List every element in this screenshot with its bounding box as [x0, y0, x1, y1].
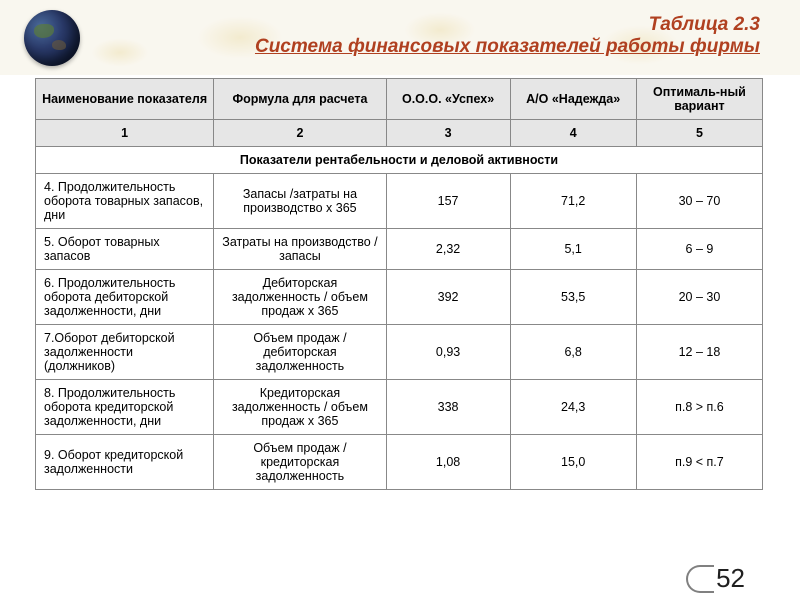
cell-name: 9. Оборот кредиторской задолженности — [36, 435, 214, 490]
cell-uspekh: 2,32 — [386, 229, 510, 270]
slide: Таблица 2.3 Система финансовых показател… — [0, 0, 800, 600]
table-row: 6. Продолжительность оборота дебиторской… — [36, 270, 763, 325]
cell-nadezhda: 15,0 — [510, 435, 636, 490]
table-column-number-row: 1 2 3 4 5 — [36, 120, 763, 147]
cell-formula: Дебиторская задолженность / объем продаж… — [214, 270, 386, 325]
title-line-1: Таблица 2.3 — [255, 14, 760, 36]
cell-name: 5. Оборот товарных запасов — [36, 229, 214, 270]
col-header-formula: Формула для расчета — [214, 79, 386, 120]
cell-name: 8. Продолжительность оборота кредиторско… — [36, 380, 214, 435]
cell-nadezhda: 24,3 — [510, 380, 636, 435]
cell-nadezhda: 71,2 — [510, 174, 636, 229]
cell-uspekh: 0,93 — [386, 325, 510, 380]
title-block: Таблица 2.3 Система финансовых показател… — [255, 14, 760, 58]
col-header-uspekh: О.О.О. «Успех» — [386, 79, 510, 120]
table-row: 7.Оборот дебиторской задолженности (долж… — [36, 325, 763, 380]
cell-optimal: п.8 > п.6 — [636, 380, 762, 435]
col-header-nadezhda: А/О «Надежда» — [510, 79, 636, 120]
table-row: 5. Оборот товарных запасов Затраты на пр… — [36, 229, 763, 270]
table-header-row: Наименование показателя Формула для расч… — [36, 79, 763, 120]
colnum-3: 3 — [386, 120, 510, 147]
col-header-optimal: Оптималь-ный вариант — [636, 79, 762, 120]
cell-uspekh: 338 — [386, 380, 510, 435]
financial-indicators-table: Наименование показателя Формула для расч… — [35, 78, 763, 490]
page-number: 52 — [716, 563, 745, 594]
table-row: 9. Оборот кредиторской задолженности Объ… — [36, 435, 763, 490]
cell-name: 7.Оборот дебиторской задолженности (долж… — [36, 325, 214, 380]
table-section-row: Показатели рентабельности и деловой акти… — [36, 147, 763, 174]
colnum-4: 4 — [510, 120, 636, 147]
cell-optimal: 20 – 30 — [636, 270, 762, 325]
cell-name: 6. Продолжительность оборота дебиторской… — [36, 270, 214, 325]
cell-formula: Объем продаж / дебиторская задолженность — [214, 325, 386, 380]
colnum-5: 5 — [636, 120, 762, 147]
cell-formula: Объем продаж / кредиторская задолженност… — [214, 435, 386, 490]
colnum-2: 2 — [214, 120, 386, 147]
cell-uspekh: 392 — [386, 270, 510, 325]
table-row: 4. Продолжительность оборота товарных за… — [36, 174, 763, 229]
cell-optimal: п.9 < п.7 — [636, 435, 762, 490]
title-line-2: Система финансовых показателей работы фи… — [255, 36, 760, 58]
table-row: 8. Продолжительность оборота кредиторско… — [36, 380, 763, 435]
cell-formula: Затраты на производство / запасы — [214, 229, 386, 270]
cell-uspekh: 157 — [386, 174, 510, 229]
cell-formula: Запасы /затраты на производство х 365 — [214, 174, 386, 229]
col-header-name: Наименование показателя — [36, 79, 214, 120]
section-title: Показатели рентабельности и деловой акти… — [36, 147, 763, 174]
colnum-1: 1 — [36, 120, 214, 147]
cell-optimal: 6 – 9 — [636, 229, 762, 270]
cell-optimal: 30 – 70 — [636, 174, 762, 229]
globe-icon — [24, 10, 80, 66]
cell-formula: Кредиторская задолженность / объем прода… — [214, 380, 386, 435]
cell-nadezhda: 5,1 — [510, 229, 636, 270]
cell-optimal: 12 – 18 — [636, 325, 762, 380]
cell-name: 4. Продолжительность оборота товарных за… — [36, 174, 214, 229]
cell-nadezhda: 6,8 — [510, 325, 636, 380]
cell-uspekh: 1,08 — [386, 435, 510, 490]
cell-nadezhda: 53,5 — [510, 270, 636, 325]
